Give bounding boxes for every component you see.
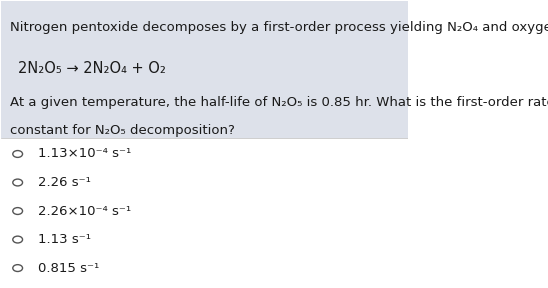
Text: At a given temperature, the half-life of N₂O₅ is 0.85 hr. What is the first-orde: At a given temperature, the half-life of… bbox=[9, 96, 548, 109]
FancyBboxPatch shape bbox=[2, 1, 408, 138]
Text: 2.26×10⁻⁴ s⁻¹: 2.26×10⁻⁴ s⁻¹ bbox=[38, 204, 131, 217]
Text: 2.26 s⁻¹: 2.26 s⁻¹ bbox=[38, 176, 91, 189]
Text: constant for N₂O₅ decomposition?: constant for N₂O₅ decomposition? bbox=[9, 124, 235, 137]
Text: Nitrogen pentoxide decomposes by a first-order process yielding N₂O₄ and oxygen.: Nitrogen pentoxide decomposes by a first… bbox=[9, 21, 548, 34]
Text: 1.13×10⁻⁴ s⁻¹: 1.13×10⁻⁴ s⁻¹ bbox=[38, 147, 132, 160]
Text: 2N₂O₅ → 2N₂O₄ + O₂: 2N₂O₅ → 2N₂O₄ + O₂ bbox=[18, 61, 165, 76]
Text: 1.13 s⁻¹: 1.13 s⁻¹ bbox=[38, 233, 91, 246]
Text: 0.815 s⁻¹: 0.815 s⁻¹ bbox=[38, 262, 99, 274]
